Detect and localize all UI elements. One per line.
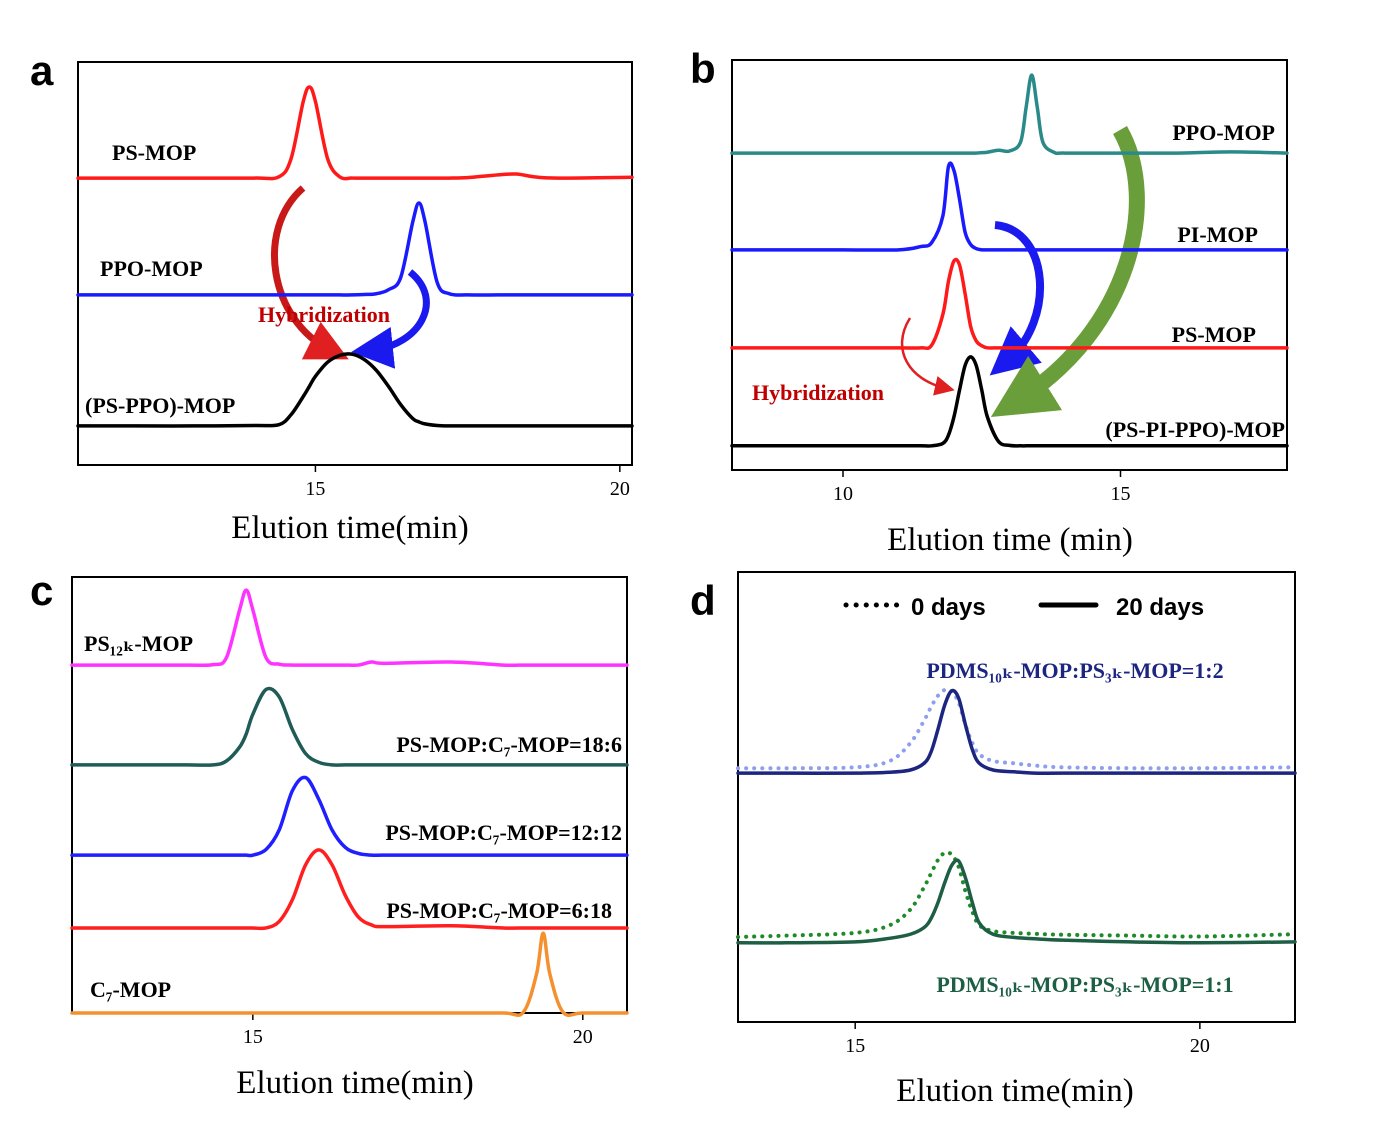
series-label: (PS-PPO)-MOP bbox=[85, 393, 235, 418]
trace bbox=[76, 352, 634, 428]
x-tick-label: 20 bbox=[573, 1026, 593, 1048]
x-tick-label: 20 bbox=[1190, 1035, 1210, 1057]
trace bbox=[736, 858, 1297, 945]
series-label: PS-MOP:C₇-MOP=12:12 bbox=[385, 820, 622, 845]
arrow bbox=[351, 269, 430, 369]
series-label: PS-MOP bbox=[112, 140, 196, 165]
arrows bbox=[270, 126, 1145, 417]
trace bbox=[70, 931, 629, 1017]
plot-frame bbox=[77, 61, 633, 466]
trace bbox=[730, 73, 1289, 156]
series-label: (PS-PI-PPO)-MOP bbox=[1105, 417, 1285, 442]
panel-letter: a bbox=[30, 47, 54, 94]
series-label: PS-MOP bbox=[1172, 322, 1256, 347]
trace bbox=[70, 686, 629, 767]
series-label: PPO-MOP bbox=[100, 256, 203, 281]
x-axis-title: Elution time(min) bbox=[896, 1073, 1133, 1109]
trace bbox=[76, 85, 634, 181]
arrow bbox=[989, 221, 1045, 376]
trace bbox=[70, 848, 629, 931]
trace bbox=[736, 687, 1297, 771]
plot-frame bbox=[737, 571, 1296, 1023]
series-label: C₇-MOP bbox=[90, 977, 171, 1002]
annotation: Hybridization bbox=[258, 302, 390, 327]
x-axis-title: Elution time (min) bbox=[887, 522, 1133, 558]
series-label: PS-MOP:C₇-MOP=6:18 bbox=[386, 898, 612, 923]
trace bbox=[736, 850, 1297, 939]
panel-letter: b bbox=[690, 45, 716, 92]
annotation: PDMS₁₀ₖ-MOP:PS₃ₖ-MOP=1:1 bbox=[936, 972, 1233, 997]
x-tick-label: 20 bbox=[610, 478, 630, 500]
series-label: PI-MOP bbox=[1177, 222, 1258, 247]
trace bbox=[730, 161, 1289, 252]
series-label: PPO-MOP bbox=[1172, 120, 1275, 145]
arrow bbox=[900, 317, 955, 396]
x-tick-label: 15 bbox=[1111, 483, 1131, 505]
x-tick-label: 15 bbox=[243, 1026, 263, 1048]
x-tick-label: 15 bbox=[305, 478, 325, 500]
trace bbox=[70, 775, 629, 858]
x-tick-label: 15 bbox=[845, 1035, 865, 1057]
legend-label: 20 days bbox=[1116, 594, 1204, 621]
series-label: PS-MOP:C₇-MOP=18:6 bbox=[396, 732, 622, 757]
trace bbox=[730, 257, 1289, 351]
annotation: PDMS₁₀ₖ-MOP:PS₃ₖ-MOP=1:2 bbox=[926, 658, 1223, 683]
annotation: Hybridization bbox=[752, 380, 884, 405]
trace bbox=[736, 688, 1297, 775]
panel-letter: c bbox=[30, 567, 53, 614]
arrow bbox=[990, 126, 1145, 417]
trace bbox=[730, 355, 1289, 448]
plot-frame bbox=[731, 59, 1288, 471]
series-label: PS₁₂ₖ-MOP bbox=[84, 631, 193, 656]
trace bbox=[70, 588, 629, 668]
x-axis-title: Elution time(min) bbox=[236, 1065, 473, 1101]
x-axis-title: Elution time(min) bbox=[231, 510, 468, 546]
legend-label: 0 days bbox=[911, 594, 986, 621]
arrow bbox=[270, 185, 349, 360]
panel-letter: d bbox=[690, 577, 716, 624]
x-tick-label: 10 bbox=[833, 483, 853, 505]
trace bbox=[76, 201, 634, 297]
